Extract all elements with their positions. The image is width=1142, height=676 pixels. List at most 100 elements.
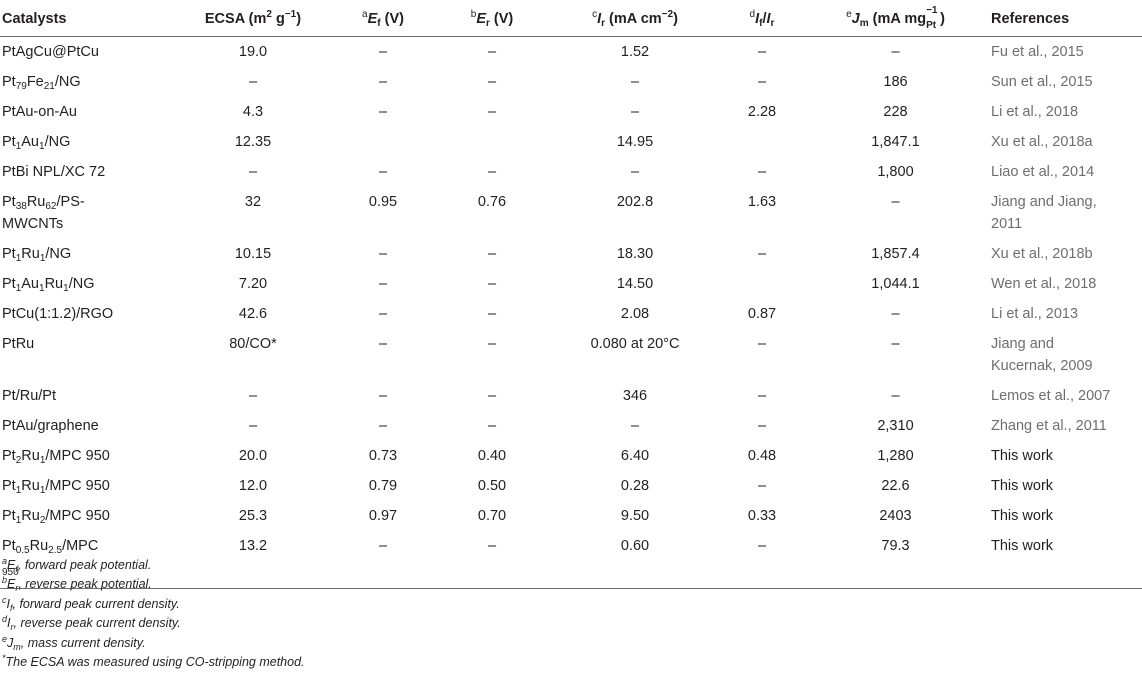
cell-ef: – xyxy=(378,164,388,180)
cell-jm: 2,310 xyxy=(877,418,914,434)
cell-catalyst: Pt1Ru1/MPC 950 xyxy=(2,478,110,496)
cell-ecsa: 12.0 xyxy=(238,478,268,494)
cell-reference: This work xyxy=(991,448,1054,464)
table-row: Pt2Ru1/MPC 950 20.0 0.73 0.40 6.40 0.48 1,280 T… xyxy=(0,441,1142,471)
cell-catalyst: Pt2Ru1/MPC 950 xyxy=(2,448,110,466)
cell-reference[interactable]: Li et al., 2018 xyxy=(991,104,1079,120)
footnote: aEf, forward peak potential. xyxy=(2,556,152,574)
cell-ratio: – xyxy=(757,478,767,494)
cell-ef: – xyxy=(378,44,388,60)
cell-catalyst: PtAgCu@PtCu xyxy=(2,44,99,60)
cell-ecsa: 42.6 xyxy=(238,306,268,322)
cell-ecsa: – xyxy=(248,164,258,180)
cell-ir: 1.52 xyxy=(620,44,650,60)
cell-jm: 2403 xyxy=(879,508,912,524)
cell-catalyst: PtRu xyxy=(2,336,35,352)
cell-jm: 1,800 xyxy=(877,164,914,180)
cell-ef: – xyxy=(328,531,438,589)
table-row: PtBi NPL/XC 72 – – – – – 1,800 Liao et al., 201… xyxy=(0,157,1142,187)
cell-ir: – xyxy=(630,74,640,90)
table-row: Pt0.5Ru2.5/MPC 950 13.2– –0.60–79.3 This wor… xyxy=(0,531,1142,589)
cell-reference[interactable]: Jiang and Kucernak, 2009 xyxy=(991,336,1093,374)
cell-ratio: 0.33 xyxy=(747,508,777,524)
cell-catalyst: Pt1Ru1/NG xyxy=(2,246,72,264)
cell-ecsa: – xyxy=(248,74,258,90)
cell-jm: – xyxy=(891,194,900,210)
catalyst-comparison-table: Catalysts ECSA (m2 g−1) aEf (V) bEr (V) … xyxy=(0,0,1142,589)
cell-catalyst: PtAu-on-Au xyxy=(2,104,77,120)
cell-catalyst: Pt38Ru62/PS- MWCNTs xyxy=(2,194,85,232)
cell-reference[interactable]: Zhang et al., 2011 xyxy=(991,418,1107,434)
table-row: Pt1Ru1/MPC 950 12.0 0.79 0.50 0.28 – 22.6 This … xyxy=(0,471,1142,501)
cell-er: – xyxy=(487,418,497,434)
cell-ef: – xyxy=(378,246,388,262)
cell-er: – xyxy=(487,388,497,404)
cell-jm: 22.6 xyxy=(881,478,910,494)
cell-ef: – xyxy=(378,336,388,352)
cell-reference[interactable]: Wen et al., 2018 xyxy=(991,276,1097,292)
cell-ratio: – xyxy=(757,164,767,180)
cell-catalyst: Pt1Au1Ru1/NG xyxy=(2,276,95,294)
cell-ir: 0.60 xyxy=(546,531,724,589)
cell-reference[interactable]: Xu et al., 2018b xyxy=(991,246,1093,262)
cell-ecsa: 4.3 xyxy=(242,104,264,120)
cell-ecsa: 25.3 xyxy=(238,508,268,524)
table-row: PtAu/graphene – – – – – 2,310 Zhang et al., 201… xyxy=(0,411,1142,441)
header-row: Catalysts ECSA (m2 g−1) aEf (V) bEr (V) … xyxy=(0,0,1142,37)
cell-ef xyxy=(328,127,438,157)
cell-ir: 202.8 xyxy=(616,194,654,210)
cell-jm: – xyxy=(891,44,900,60)
cell-ir: – xyxy=(630,418,640,434)
table-row: PtCu(1:1.2)/RGO 42.6 – – 2.08 0.87 – Li et al.,… xyxy=(0,299,1142,329)
table-row: Pt1Ru1/NG 10.15 – – 18.30 – 1,857.4 Xu et al., … xyxy=(0,239,1142,269)
cell-ir: 6.40 xyxy=(620,448,650,464)
cell-ir: 0.28 xyxy=(620,478,650,494)
cell-er: – xyxy=(487,44,497,60)
cell-er: 0.76 xyxy=(477,194,507,210)
cell-ir: 14.50 xyxy=(616,276,654,292)
cell-ef: – xyxy=(378,388,388,404)
cell-reference[interactable]: Lemos et al., 2007 xyxy=(991,388,1111,404)
cell-reference[interactable]: Sun et al., 2015 xyxy=(991,74,1093,90)
cell-reference[interactable]: Jiang and Jiang, 2011 xyxy=(991,194,1097,232)
cell-ef: 0.79 xyxy=(368,478,398,494)
header-jm: eJm (mA mg −1 Pt) xyxy=(800,0,991,37)
cell-er: 0.40 xyxy=(477,448,507,464)
cell-ef: – xyxy=(378,418,388,434)
cell-reference[interactable]: Li et al., 2013 xyxy=(991,306,1079,322)
cell-reference[interactable]: Liao et al., 2014 xyxy=(991,164,1095,180)
cell-reference[interactable]: Xu et al., 2018a xyxy=(991,134,1093,150)
cell-er: – xyxy=(487,306,497,322)
table-row: Pt1Au1/NG 12.35 14.95 1,847.1 Xu et al., 201… xyxy=(0,127,1142,157)
cell-ef: – xyxy=(378,306,388,322)
cell-ir: 18.30 xyxy=(616,246,654,262)
header-ef: aEf (V) xyxy=(328,0,438,37)
cell-ef: 0.73 xyxy=(368,448,398,464)
cell-jm: 1,044.1 xyxy=(871,276,920,292)
cell-jm: – xyxy=(891,388,900,404)
cell-reference[interactable]: Fu et al., 2015 xyxy=(991,44,1084,60)
cell-jm: 79.3 xyxy=(800,531,991,589)
cell-catalyst: PtCu(1:1.2)/RGO xyxy=(2,306,114,322)
table-row: PtRu 80/CO* – – 0.080 at 20°C – – Jiang and Kuce… xyxy=(0,329,1142,381)
cell-jm: 1,280 xyxy=(877,448,914,464)
cell-catalyst: Pt1Au1/NG xyxy=(2,134,71,152)
cell-er: – xyxy=(487,246,497,262)
cell-ecsa: 19.0 xyxy=(238,44,268,60)
cell-jm: 1,857.4 xyxy=(871,246,920,262)
cell-er: – xyxy=(487,276,497,292)
cell-ratio: 0.87 xyxy=(747,306,777,322)
cell-ratio: – xyxy=(757,44,767,60)
cell-jm: – xyxy=(891,336,900,352)
cell-ef: – xyxy=(378,104,388,120)
cell-jm: 186 xyxy=(883,74,908,90)
cell-ir: 9.50 xyxy=(620,508,650,524)
cell-er: – xyxy=(487,104,497,120)
table-row: Pt79Fe21/NG – – – – – 186 Sun et al., 2015 xyxy=(0,67,1142,97)
cell-catalyst: PtAu/graphene xyxy=(2,418,99,434)
table-row: Pt1Au1Ru1/NG 7.20 – – 14.50 1,044.1 Wen et al.… xyxy=(0,269,1142,299)
cell-ratio: 0.48 xyxy=(747,448,777,464)
table-row: Pt1Ru2/MPC 950 25.3 0.97 0.70 9.50 0.33 2403 Th… xyxy=(0,501,1142,531)
header-catalysts: Catalysts xyxy=(0,0,178,37)
